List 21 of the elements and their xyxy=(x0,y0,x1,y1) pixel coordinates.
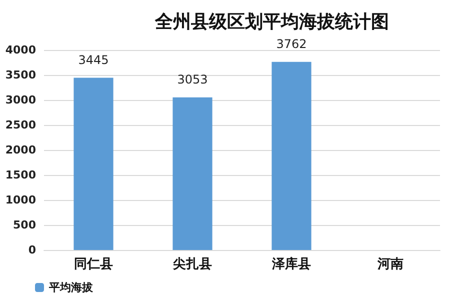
x-tick-label: 尖扎县 xyxy=(172,257,212,272)
y-tick-label: 1500 xyxy=(5,168,36,182)
bar xyxy=(74,78,114,250)
data-label: 3445 xyxy=(78,52,109,67)
y-tick-label: 1000 xyxy=(5,194,36,206)
chart-title: 全州县级区划平均海拔统计图 xyxy=(154,12,389,32)
y-tick-label: 2000 xyxy=(5,144,36,156)
y-tick-label: 4000 xyxy=(5,44,36,56)
y-tick-label: 500 xyxy=(13,218,36,232)
data-label: 3053 xyxy=(177,72,208,86)
x-tick-label: 泽库县 xyxy=(271,256,311,272)
y-tick-label: 3500 xyxy=(5,68,36,82)
y-tick-label: 3000 xyxy=(5,94,36,106)
x-tick-label: 同仁县 xyxy=(74,257,113,272)
y-tick-label: 0 xyxy=(28,244,36,256)
data-label: 3762 xyxy=(276,36,307,51)
y-tick-label: 2500 xyxy=(5,118,36,132)
legend-label: 平均海拔 xyxy=(48,281,94,294)
bar xyxy=(172,97,212,250)
x-tick-label: 河南 xyxy=(376,257,404,272)
bar xyxy=(272,62,312,250)
